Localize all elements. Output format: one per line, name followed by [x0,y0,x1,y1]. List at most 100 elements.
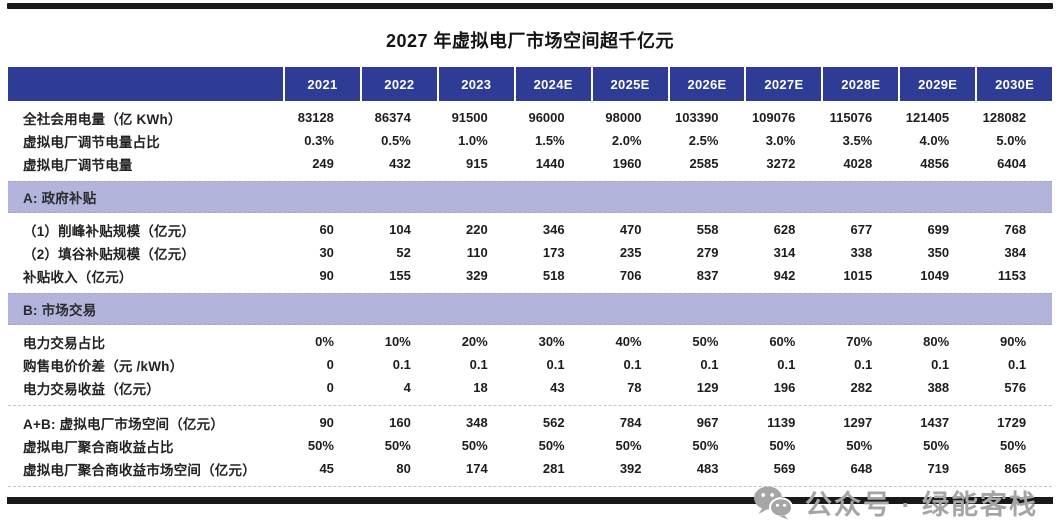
value-cell: 388 [927,380,950,395]
value-cell: 50% [1000,438,1027,453]
value-cell: 0.3% [304,133,334,148]
value-cell: 677 [850,222,873,237]
value-cell: 70% [846,334,873,349]
value-cell: 80 [396,461,411,476]
value-cell: 235 [619,245,642,260]
value-cell: 83128 [297,110,334,125]
value-cell: 160 [389,415,411,430]
value-cell: 4 [403,380,411,395]
header-year-cell: 2027E [744,67,821,101]
row-label: 全社会用电量（亿 KWh） [23,111,182,127]
value-cell: 60% [769,334,796,349]
value-cell: 3.5% [842,133,873,148]
value-cell: 967 [696,415,719,430]
value-cell: 110 [466,245,488,260]
table-row: （1）削峰补贴规模（亿元） 60 104 220 346 470 558 628 677 699 7… [8,218,1052,241]
value-cell: 6404 [997,156,1027,171]
value-cell: 10% [384,334,411,349]
value-cell: 90 [319,268,334,283]
value-cell: 174 [466,461,488,476]
value-cell: 5.0% [996,133,1027,148]
top-divider [7,3,1053,9]
value-cell: 30 [319,245,334,260]
value-cell: 50% [769,438,796,453]
wechat-icon [754,486,793,519]
value-cell: 865 [1004,461,1027,476]
table-row: 虚拟电厂调节电量 249 432 915 1440 1960 2585 3272 4028 485… [8,152,1052,175]
value-cell: 0 [326,380,334,395]
value-cell: 0% [315,334,334,349]
value-cell: 50% [538,438,565,453]
header-year-cell: 2021 [283,67,360,101]
rows-block: 全社会用电量（亿 KWh） 83128 86374 91500 96000 98000 10… [8,101,1052,181]
value-cell: 50% [615,438,642,453]
value-cell: 30% [538,334,565,349]
value-cell: 98000 [605,110,642,125]
row-label: （1）削峰补贴规模（亿元） [23,223,196,239]
value-cell: 1440 [535,156,565,171]
header-year-cell: 2028E [821,67,898,101]
value-cell: 2.5% [688,133,719,148]
row-label: 补贴收入（亿元） [23,269,133,285]
header-year-cell: 2024E [513,67,591,101]
row-label: （2）填谷补贴规模（亿元） [23,246,196,262]
table-row: 补贴收入（亿元） 90 155 329 518 706 837 942 1015 1049 1153 [8,264,1052,287]
value-cell: 1.5% [534,133,565,148]
value-cell: 96000 [528,110,565,125]
header-year-cell: 2030E [975,67,1052,101]
value-cell: 348 [466,415,488,430]
value-cell: 0.5% [381,133,411,148]
table-row: （2）填谷补贴规模（亿元） 30 52 110 173 235 279 314 338 350 38… [8,241,1052,264]
value-cell: 155 [389,268,411,283]
value-cell: 50% [692,334,719,349]
value-cell: 86374 [374,110,411,125]
bottom-divider [7,497,1053,504]
value-cell: 768 [1004,222,1027,237]
value-cell: 329 [466,268,488,283]
header-label-cell [8,67,283,101]
row-label: 电力交易收益（亿元） [23,381,160,397]
value-cell: 20% [461,334,488,349]
value-cell: 52 [396,245,411,260]
value-cell: 3272 [766,156,796,171]
value-cell: 1.0% [458,133,488,148]
value-cell: 78 [627,380,642,395]
value-cell: 784 [619,415,642,430]
value-cell: 50% [923,438,950,453]
value-cell: 0.1 [392,357,411,372]
watermark-text: 公众号 · 绿能客栈 [805,489,1038,520]
value-cell: 43 [550,380,565,395]
table-row: 购售电价价差（元 /kWh） 0 0.1 0.1 0.1 0.1 0.1 0.1 0.1 0.1 0… [8,353,1052,376]
value-cell: 1153 [997,268,1027,283]
value-cell: 432 [389,156,411,171]
rows-block: 电力交易占比 0% 10% 20% 30% 40% 50% 60% 70% 80% 90% 购售电价价… [8,325,1052,405]
value-cell: 50% [384,438,411,453]
header-year-cell: 2025E [590,67,668,101]
value-cell: 103390 [675,110,719,125]
table-row: 虚拟电厂聚合商收益占比 50% 50% 50% 50% 50% 50% 50% 50% 50% 50… [8,434,1052,457]
section-header: A: 政府补贴 [8,181,1052,213]
value-cell: 109076 [751,110,796,125]
value-cell: 0.1 [469,357,488,372]
value-cell: 562 [542,415,565,430]
value-cell: 4856 [920,156,950,171]
value-cell: 45 [319,461,334,476]
value-cell: 18 [473,380,488,395]
value-cell: 392 [619,461,642,476]
value-cell: 50% [461,438,488,453]
table-row: 电力交易占比 0% 10% 20% 30% 40% 50% 60% 70% 80% 90% [8,330,1052,353]
value-cell: 0.1 [700,357,719,372]
dashed-divider [8,486,1052,487]
value-cell: 470 [619,222,642,237]
value-cell: 220 [466,222,488,237]
value-cell: 2.0% [611,133,642,148]
value-cell: 90 [319,415,334,430]
value-cell: 915 [466,156,488,171]
header-year-cell: 2029E [898,67,975,101]
value-cell: 558 [696,222,719,237]
dashed-divider [8,405,1052,406]
value-cell: 50% [846,438,873,453]
value-cell: 1297 [843,415,873,430]
row-label: 虚拟电厂聚合商收益占比 [23,439,174,455]
value-cell: 350 [927,245,950,260]
